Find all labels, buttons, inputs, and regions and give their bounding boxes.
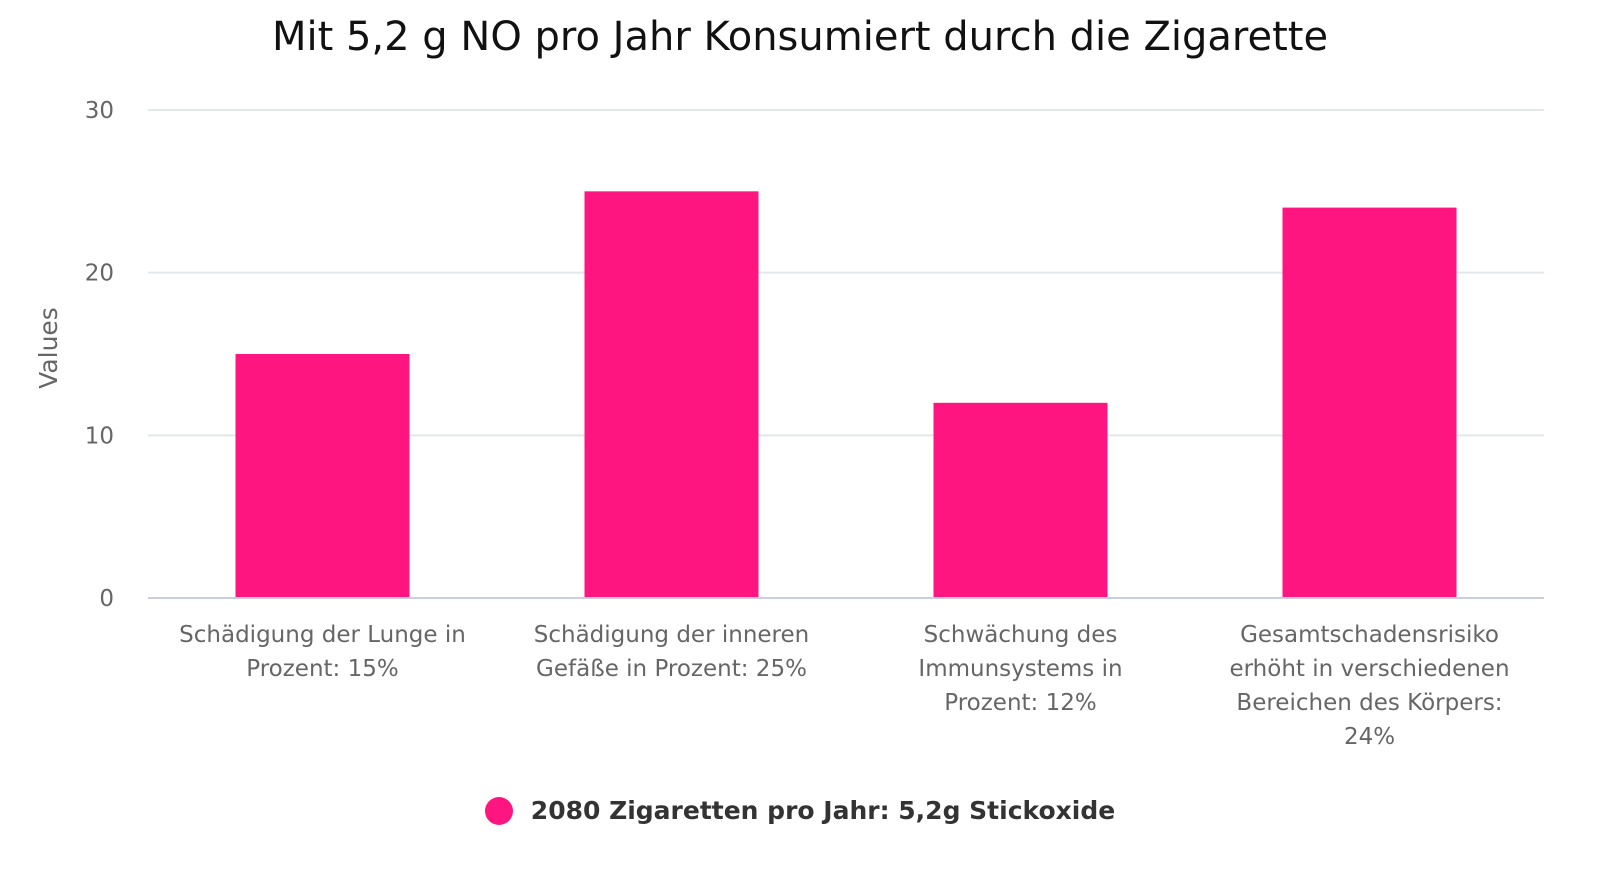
x-category-label-line: Gefäße in Prozent: 25% [536, 656, 807, 682]
x-category-label-line: Prozent: 12% [944, 690, 1097, 716]
bars [235, 191, 1457, 599]
x-category-label-line: Schädigung der inneren [534, 622, 809, 648]
y-tick-label: 30 [85, 98, 114, 124]
bar [235, 354, 410, 598]
x-category-label: Gesamtschadensrisiko erhöht in verschiede… [1229, 622, 1509, 750]
y-tick-label: 20 [85, 261, 114, 287]
x-category-label-line: 24% [1344, 724, 1395, 750]
y-axis-ticks: 0 10 20 30 [85, 98, 114, 612]
chart-title: Mit 5,2 g NO pro Jahr Konsumiert durch d… [271, 14, 1329, 60]
x-category-label-line: Prozent: 15% [246, 656, 399, 682]
y-tick-label: 10 [85, 423, 114, 449]
x-category-label-line: Gesamtschadensrisiko [1240, 622, 1499, 648]
x-category-label: Schädigung der Lunge in Prozent: 15% [179, 622, 466, 682]
x-category-label: Schädigung der inneren Gefäße in Prozent:… [534, 622, 809, 682]
x-category-label-line: Schwächung des [924, 622, 1118, 648]
legend: 2080 Zigaretten pro Jahr: 5,2g Stickoxid… [0, 796, 1600, 825]
x-category-label-line: erhöht in verschiedenen [1229, 656, 1509, 682]
x-category-label-line: Schädigung der Lunge in [179, 622, 466, 648]
legend-label: 2080 Zigaretten pro Jahr: 5,2g Stickoxid… [530, 796, 1116, 825]
y-tick-label: 0 [99, 586, 114, 612]
x-axis-category-labels: Schädigung der Lunge in Prozent: 15%Schäd… [179, 622, 1509, 750]
bar [584, 191, 759, 599]
bar [1282, 207, 1457, 598]
bar [933, 402, 1108, 598]
x-category-label-line: Immunsystems in [918, 656, 1122, 682]
x-category-label: Schwächung des Immunsystems in Prozent: 12… [918, 622, 1122, 716]
y-axis-title: Values [34, 307, 63, 389]
x-category-label-line: Bereichen des Körpers: [1236, 690, 1502, 716]
legend-marker-icon [484, 796, 513, 825]
